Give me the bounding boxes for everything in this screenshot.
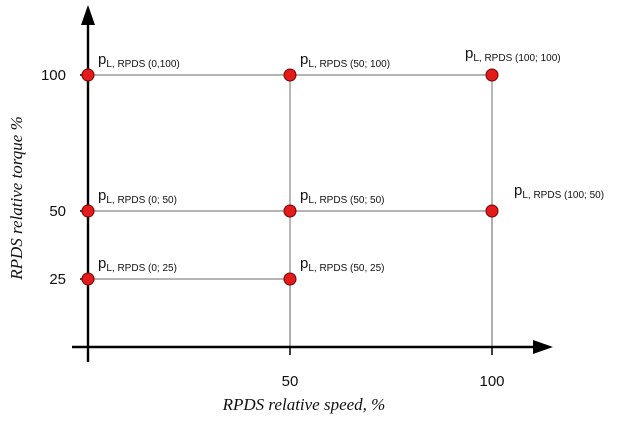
point-label: pL, RPDS (0; 25) — [98, 255, 177, 274]
operating-point-marker — [283, 68, 297, 82]
point-label-subscript: L, RPDS (50, 25) — [308, 263, 384, 274]
point-label-symbol: p — [300, 255, 308, 272]
operating-point-marker — [485, 204, 499, 218]
point-labels: pL, RPDS (0,100) pL, RPDS (50; 100)pL, RP… — [98, 45, 604, 274]
point-label-symbol: p — [300, 187, 308, 204]
point-label-subscript: L, RPDS (50; 50) — [308, 195, 384, 206]
operating-points — [81, 68, 499, 286]
y-tick-label: 100 — [41, 67, 66, 84]
point-label: pL, RPDS (50; 100) — [300, 51, 390, 70]
x-axis-title: RPDS relative speed, % — [222, 395, 386, 414]
point-label: pL, RPDS (100; 50) — [514, 182, 604, 201]
operating-point-marker — [283, 272, 297, 286]
point-label-subscript: L, RPDS (50; 100) — [308, 59, 390, 70]
operating-point-marker — [283, 204, 297, 218]
axis-ticks: 50 100 25 50 100 — [41, 67, 505, 390]
operating-point-marker — [485, 68, 499, 82]
operating-point-marker — [81, 272, 95, 286]
operating-point-marker — [81, 68, 95, 82]
point-label-symbol: p — [98, 187, 106, 204]
point-label: pL, RPDS (50; 50) — [300, 187, 385, 206]
point-label-symbol: p — [465, 45, 473, 62]
x-tick-label: 100 — [479, 373, 504, 390]
x-axis-arrowhead — [533, 340, 553, 354]
point-label: pL, RPDS (50, 25) — [300, 255, 385, 274]
point-label: pL, RPDS (100; 100) — [465, 45, 561, 64]
point-label-subscript: L, RPDS (0,100) — [106, 59, 179, 70]
x-tick-label: 50 — [282, 373, 299, 390]
point-label-symbol: p — [300, 51, 308, 68]
point-label-symbol: p — [98, 51, 106, 68]
point-label-subscript: L, RPDS (100; 100) — [473, 53, 560, 64]
point-label-subscript: L, RPDS (0; 25) — [106, 263, 177, 274]
point-label-symbol: p — [514, 182, 522, 199]
y-axis-title: RPDS relative torque % — [7, 116, 26, 281]
point-label: pL, RPDS (0; 50) — [98, 187, 177, 206]
y-axis-arrowhead — [81, 5, 95, 25]
point-label-symbol: p — [98, 255, 106, 272]
point-label: pL, RPDS (0,100) — [98, 51, 180, 70]
y-tick-label: 50 — [49, 203, 66, 220]
y-tick-label: 25 — [49, 271, 66, 288]
point-label-subscript: L, RPDS (0; 50) — [106, 195, 177, 206]
operating-point-marker — [81, 204, 95, 218]
point-label-subscript: L, RPDS (100; 50) — [522, 190, 604, 201]
